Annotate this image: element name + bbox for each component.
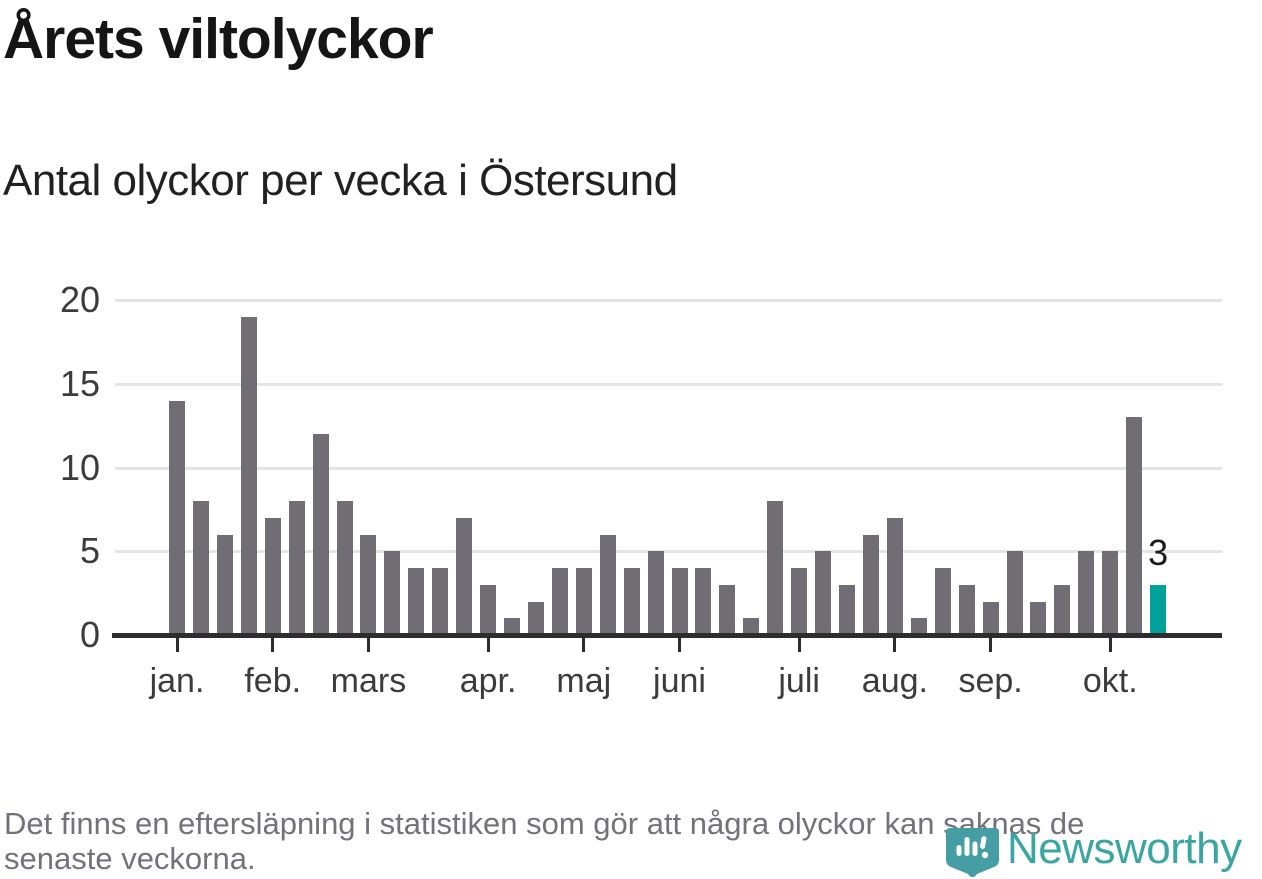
footnote-line-1: Det finns en eftersläpning i statistiken… [4,806,1085,841]
bar-value-label: 3 [1148,531,1169,573]
bar-week-26 [767,501,784,636]
chart-title: Årets viltolyckor [3,7,434,71]
bar-week-14 [480,584,497,636]
bar-week-3 [216,534,233,636]
bar-week-28 [815,551,832,636]
bar-week-11 [408,568,425,636]
bar-week-4 [240,316,257,636]
bar-week-35 [982,601,999,636]
x-axis-month-label-feb: feb. [244,662,302,700]
x-axis-tick-jan [175,638,179,652]
bar-week-8 [336,501,353,636]
bar-week-22 [671,568,688,636]
bar-week-19 [599,534,616,636]
y-axis-label-10: 10 [59,446,100,488]
newsworthy-badge-icon [946,828,999,878]
footnote-line-2: senaste veckorna. [4,841,256,876]
bar-week-40 [1102,551,1119,636]
x-axis-month-label-mars: mars [330,662,407,700]
y-axis-label-0: 0 [79,614,100,655]
y-axis-label-15: 15 [59,362,100,404]
bar-week-20 [623,568,640,636]
x-axis-tick-feb [271,638,275,652]
bar-week-6 [288,501,305,636]
bar-week-41 [1126,417,1143,636]
bar-week-18 [575,568,592,636]
footnote: Det finns en eftersläpning i statistiken… [4,806,1084,876]
x-axis-tick-okt [1108,638,1112,652]
x-axis-tick-maj [582,638,586,652]
bar-week-31 [886,517,903,636]
bar-week-34 [958,584,975,636]
gridline-10 [115,466,1222,470]
bar-week-9 [360,534,377,636]
x-axis-tick-apr [486,638,490,652]
gridline-15 [115,382,1222,386]
bar-week-38 [1054,584,1071,636]
x-axis-month-label-juni: juni [653,662,706,700]
x-axis-tick-sep [989,638,993,652]
chart-subtitle: Antal olyckor per vecka i Östersund [3,156,678,205]
newsworthy-wordmark: Newsworthy [1007,824,1242,873]
bar-week-13 [456,517,473,636]
x-axis-month-label-apr: apr. [459,662,517,700]
bar-week-25 [743,618,760,636]
bar-week-32 [910,618,927,636]
bar-week-37 [1030,601,1047,636]
bar-week-7 [312,434,329,636]
gridline-5 [115,550,1222,554]
bar-week-2 [192,501,209,636]
bar-week-1 [169,400,185,636]
x-axis-month-label-sep: sep. [958,662,1023,700]
x-axis-month-label-aug: aug. [861,662,928,700]
x-axis-tick-aug [893,638,897,652]
x-axis-tick-mars [366,638,370,652]
newsworthy-logo: Newsworthy [943,824,1253,879]
bar-week-12 [432,568,449,636]
x-axis-month-label-maj: maj [556,662,612,700]
gridline-20 [115,299,1222,302]
y-axis-label-20: 20 [59,279,100,320]
bar-week-29 [839,584,856,636]
bar-week-15 [504,618,521,636]
x-axis-month-label-jan: jan. [149,662,205,700]
x-axis-line [112,633,1222,638]
x-axis-tick-juli [797,638,801,652]
y-axis-label-5: 5 [79,530,100,572]
bar-week-10 [384,551,401,636]
bar-week-17 [551,568,568,636]
bar-week-27 [791,568,808,636]
bar-week-42 [1150,584,1167,636]
bar-week-33 [934,568,951,636]
bar-week-23 [695,568,712,636]
bar-week-36 [1006,551,1023,636]
bar-week-21 [647,551,664,636]
bar-week-24 [719,584,736,636]
x-axis-month-label-juli: juli [778,662,820,700]
bar-week-16 [527,601,544,636]
bar-week-30 [862,534,879,636]
x-axis-month-label-okt: okt. [1082,662,1138,700]
bar-week-39 [1078,551,1095,636]
x-axis-tick-juni [678,638,682,652]
bar-week-5 [264,517,281,636]
